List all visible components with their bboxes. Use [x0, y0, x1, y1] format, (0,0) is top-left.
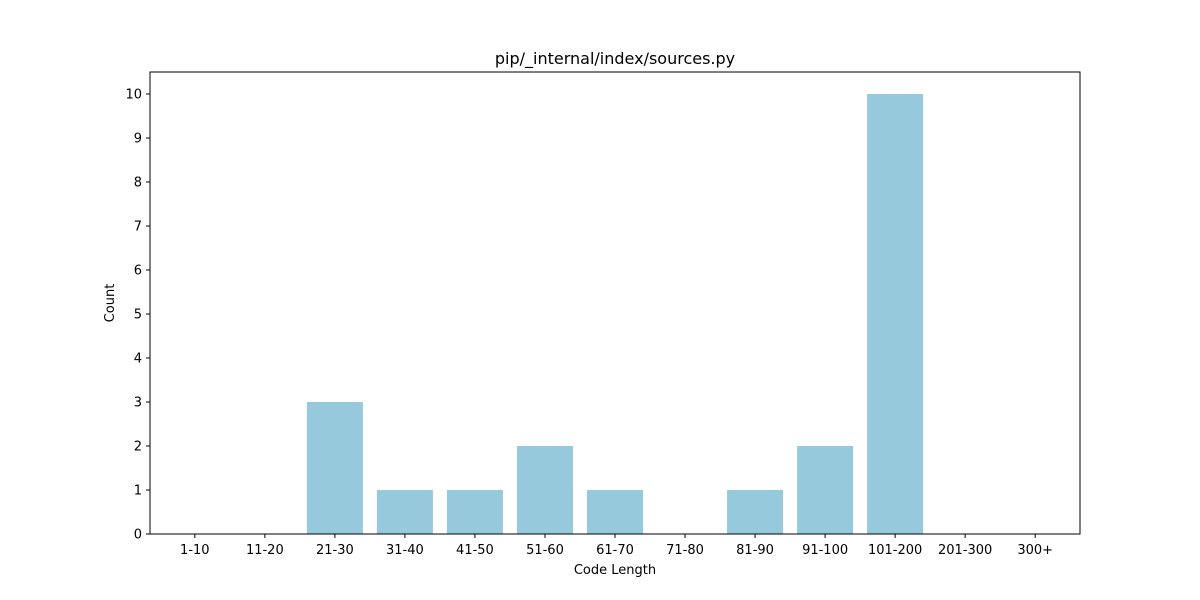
bar-41-50 [446, 490, 503, 534]
x-tick-label: 51-60 [526, 543, 564, 558]
chart-title: pip/_internal/index/sources.py [495, 49, 735, 69]
x-tick-label: 81-90 [736, 543, 774, 558]
x-tick-label: 1-10 [180, 543, 210, 558]
y-tick-label: 5 [134, 308, 142, 323]
x-tick-label: 201-300 [938, 543, 992, 558]
x-tick-label: 21-30 [316, 543, 354, 558]
y-tick-label: 8 [134, 176, 142, 191]
bar-21-30 [306, 402, 363, 534]
y-tick-label: 0 [134, 528, 142, 543]
y-tick-label: 3 [134, 396, 142, 411]
y-tick-label: 10 [125, 88, 142, 103]
x-tick-label: 31-40 [386, 543, 424, 558]
bar-31-40 [376, 490, 433, 534]
bar-101-200 [867, 94, 924, 534]
x-axis-label: Code Length [574, 563, 656, 578]
x-tick-label: 71-80 [666, 543, 704, 558]
bar-91-100 [797, 446, 854, 534]
x-tick-label: 91-100 [802, 543, 848, 558]
bar-51-60 [516, 446, 573, 534]
bar-61-70 [586, 490, 644, 534]
x-tick-label: 41-50 [456, 543, 494, 558]
x-tick-label: 300+ [1017, 543, 1053, 558]
y-tick-label: 2 [134, 440, 142, 455]
y-tick-label: 1 [134, 484, 142, 499]
y-tick-label: 7 [134, 220, 142, 235]
y-tick-label: 9 [134, 132, 142, 147]
x-tick-label: 101-200 [868, 543, 922, 558]
plot-frame [149, 71, 1081, 535]
y-tick-label: 4 [134, 352, 142, 367]
y-axis-label: Count [103, 284, 118, 323]
x-axis: 1-10 11-20 21-30 31-40 41-50 51-60 61-70 71-80 8… [180, 534, 1053, 558]
y-axis: 0 1 2 3 4 5 6 7 8 9 10 [125, 88, 150, 543]
x-tick-label: 11-20 [246, 543, 284, 558]
x-tick-label: 61-70 [596, 543, 634, 558]
bar-81-90 [727, 490, 784, 534]
y-tick-label: 6 [134, 264, 142, 279]
bars-group [306, 94, 924, 534]
